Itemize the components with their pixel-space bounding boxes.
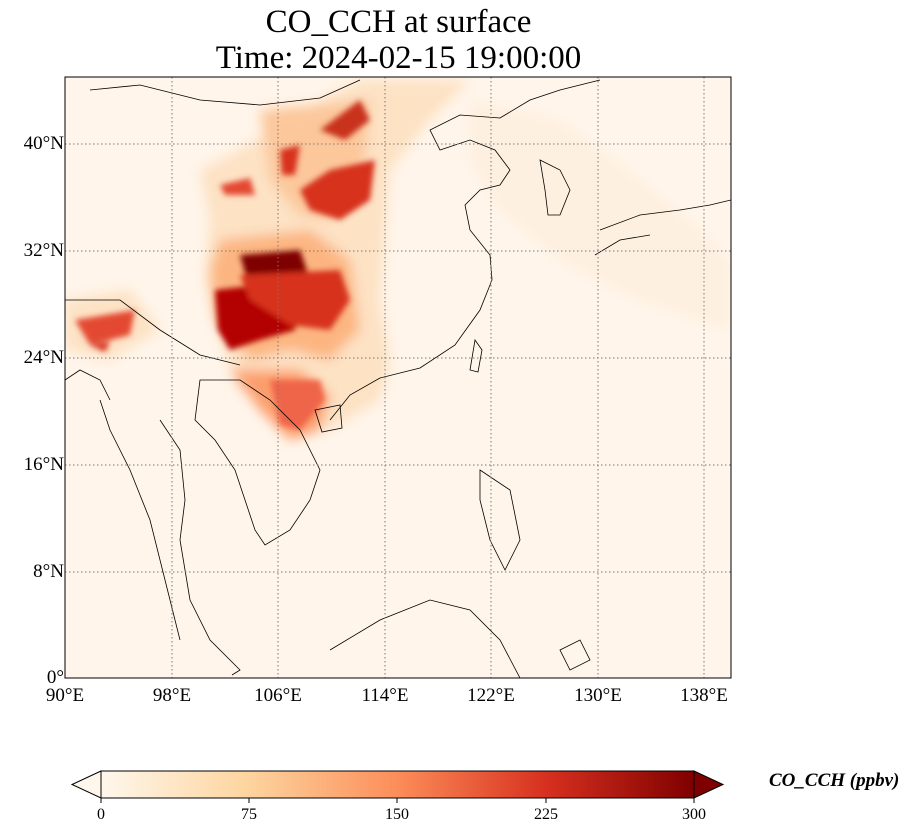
colorbar-tick-label: 225 [534, 806, 558, 823]
coastlines [65, 79, 731, 678]
map-background [65, 77, 731, 678]
map-title: CO_CCH at surface [265, 4, 532, 40]
x-tick-label: 138°E [680, 685, 728, 706]
colorbar-label: CO_CCH (ppbv) [769, 770, 900, 791]
colorbar-extend-min [70, 770, 102, 799]
colorbar-gradient [101, 771, 694, 798]
x-tick-label: 90°E [45, 685, 85, 706]
y-tick-label: 32°N [23, 240, 64, 261]
x-tick-label: 122°E [467, 685, 515, 706]
x-tick-label: 106°E [254, 685, 302, 706]
co-concentration-field [65, 80, 730, 440]
x-tick-label: 130°E [574, 685, 622, 706]
map-subtitle-time: Time: 2024-02-15 19:00:00 [215, 40, 582, 76]
x-tick-label: 114°E [361, 685, 409, 706]
y-tick-label: 40°N [23, 133, 64, 154]
colorbar-tick-label: 300 [682, 806, 706, 823]
y-tick-label: 24°N [23, 347, 64, 368]
colorbar-tick-label: 0 [97, 806, 105, 823]
colorbar-tick-label: 150 [385, 806, 409, 823]
colorbar-extend-max [693, 770, 725, 799]
y-tick-label: 8°N [33, 561, 64, 582]
y-tick-label: 0° [46, 667, 64, 688]
colorbar [70, 770, 725, 803]
y-tick-label: 16°N [23, 454, 64, 475]
gridlines [65, 77, 731, 678]
colorbar-tick-label: 75 [241, 806, 257, 823]
map-frame [64, 76, 732, 679]
x-tick-label: 98°E [152, 685, 192, 706]
